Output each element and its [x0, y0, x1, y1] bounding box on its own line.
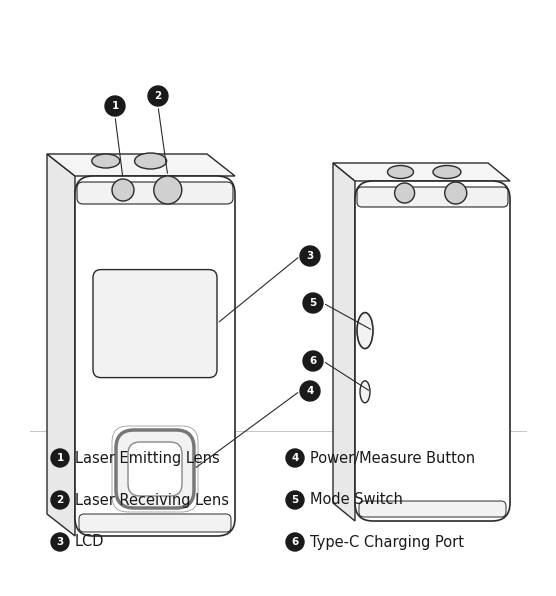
Circle shape — [286, 449, 304, 467]
Text: 5: 5 — [309, 298, 316, 308]
Text: Type-C Charging Port: Type-C Charging Port — [310, 535, 464, 550]
Text: Laser Emitting Lens: Laser Emitting Lens — [75, 451, 220, 465]
Ellipse shape — [357, 312, 373, 349]
Circle shape — [148, 86, 168, 106]
Text: 4: 4 — [291, 453, 299, 463]
Circle shape — [445, 182, 466, 204]
Circle shape — [300, 381, 320, 401]
Circle shape — [112, 179, 134, 201]
Circle shape — [286, 491, 304, 509]
Circle shape — [51, 491, 69, 509]
Text: 3: 3 — [306, 251, 314, 261]
FancyBboxPatch shape — [79, 514, 231, 532]
Text: 6: 6 — [309, 356, 316, 366]
Circle shape — [286, 533, 304, 551]
Circle shape — [303, 293, 323, 313]
Text: Mode Switch: Mode Switch — [310, 492, 403, 508]
Polygon shape — [47, 154, 235, 176]
Ellipse shape — [388, 166, 414, 178]
Ellipse shape — [360, 381, 370, 403]
FancyBboxPatch shape — [359, 501, 506, 517]
Circle shape — [303, 351, 323, 371]
FancyBboxPatch shape — [93, 269, 217, 378]
Polygon shape — [333, 163, 355, 521]
Circle shape — [105, 96, 125, 116]
Circle shape — [51, 533, 69, 551]
Text: 6: 6 — [291, 537, 299, 547]
Text: 1: 1 — [56, 453, 63, 463]
FancyBboxPatch shape — [355, 181, 510, 521]
Text: 5: 5 — [291, 495, 299, 505]
Polygon shape — [47, 154, 75, 536]
Circle shape — [154, 176, 182, 204]
FancyBboxPatch shape — [77, 182, 233, 204]
Text: 1: 1 — [111, 101, 118, 111]
Circle shape — [300, 246, 320, 266]
FancyBboxPatch shape — [116, 430, 194, 508]
FancyBboxPatch shape — [128, 442, 182, 496]
Ellipse shape — [92, 154, 120, 168]
Polygon shape — [333, 163, 510, 181]
Ellipse shape — [433, 166, 461, 178]
FancyBboxPatch shape — [75, 176, 235, 536]
Text: 3: 3 — [56, 537, 63, 547]
Text: 2: 2 — [155, 91, 162, 101]
Text: Power/Measure Button: Power/Measure Button — [310, 451, 475, 465]
Text: LCD: LCD — [75, 535, 105, 550]
Text: Laser Receiving Lens: Laser Receiving Lens — [75, 492, 229, 508]
Text: 2: 2 — [56, 495, 63, 505]
Circle shape — [395, 183, 415, 203]
Ellipse shape — [135, 153, 167, 169]
FancyBboxPatch shape — [357, 187, 508, 207]
FancyBboxPatch shape — [112, 426, 198, 512]
Circle shape — [51, 449, 69, 467]
Text: 4: 4 — [306, 386, 314, 396]
